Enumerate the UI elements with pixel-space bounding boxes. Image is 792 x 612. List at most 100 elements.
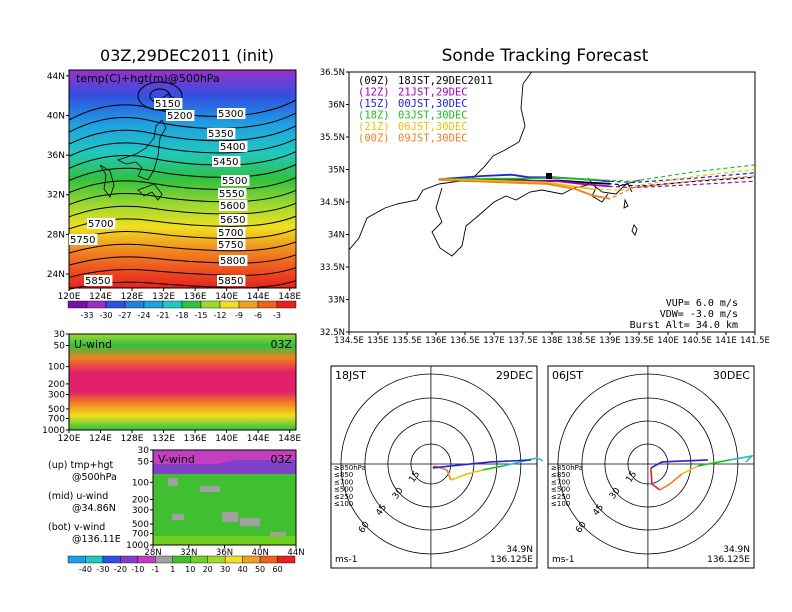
map-500hpa-title: temp(C)+hgt(m)@500hPa — [76, 72, 220, 85]
colorbar-label: -9 — [235, 311, 243, 320]
colorbar-swatch — [172, 555, 191, 564]
colorbar-label: -20 — [114, 565, 127, 574]
v-wind-grey-patches — [168, 478, 286, 540]
hodograph-trace — [729, 454, 755, 463]
y-tick-label: 50 — [138, 457, 150, 467]
level-legend-item: ≤700 — [334, 478, 353, 486]
colorbar-label: -24 — [137, 311, 150, 320]
init-title: 03Z,29DEC2011 (init) — [100, 46, 274, 65]
y-tick-label: 700 — [48, 414, 65, 424]
track-legend: (09Z) 18JST,29DEC2011 (12Z) 21JST,29DEC (15Z… — [358, 75, 493, 145]
level-legend-item: ≤100 — [334, 500, 353, 508]
side-notes: (up) tmp+hgt@500hPa (mid) u-wind@34.86N (b… — [48, 460, 121, 545]
colorbar-label: -18 — [175, 311, 188, 320]
tracking-map-axes: 134.5E 135E 135.5E 136E 136.5E 137E 137.5E 138E… — [320, 68, 770, 346]
colorbar-label: -30 — [96, 565, 109, 574]
contour-label-bg — [87, 218, 116, 229]
hodograph-left-label: 18JST — [335, 369, 366, 382]
legend-code: (21Z) — [358, 121, 390, 133]
hodograph-trace — [432, 459, 531, 469]
x-tick-label: 40N — [252, 548, 269, 558]
x-tick-label: 140E — [657, 336, 679, 346]
side-note-line1: (bot) v-wind — [48, 522, 105, 533]
colorbar-swatch — [238, 300, 259, 309]
colorbar-label: -15 — [194, 311, 207, 320]
height-contour-line — [68, 228, 297, 242]
y-tick-label: 100 — [48, 363, 65, 373]
legend-label: 21JST,29DEC — [398, 87, 468, 99]
temp-field — [69, 70, 296, 288]
hodograph-unit: ms-1 — [552, 555, 574, 565]
x-tick-label: 137E — [483, 336, 505, 346]
contour-label: 5450 — [213, 157, 238, 168]
y-tick-label: 33.5N — [320, 263, 345, 273]
x-tick-label: 136.5E — [450, 336, 480, 346]
colorbar-label: -12 — [213, 311, 226, 320]
colorbar-label: -3 — [273, 311, 281, 320]
y-tick-label: 30 — [138, 446, 150, 456]
contour-label: 5700 — [218, 228, 243, 239]
y-tick-label: 200 — [132, 495, 149, 505]
contour-label-bg — [84, 275, 113, 286]
colorbar-swatch — [242, 555, 261, 564]
colorbar-label: -1 — [151, 565, 159, 574]
y-tick-label: 500 — [132, 520, 149, 530]
x-tick-label: 128E — [121, 292, 144, 302]
height-contour-line — [68, 176, 297, 194]
contour-label-bg — [217, 227, 246, 238]
colorbar-swatch — [102, 555, 121, 564]
x-tick-label: 138.5E — [566, 336, 596, 346]
temp-colorbar: -33 -30 -27 -24 -21 -18 -15 -12 -9 -6 -3 — [67, 300, 297, 320]
colorbar-swatch — [181, 300, 202, 309]
contour-label-bg — [219, 141, 248, 152]
height-contour-line — [68, 189, 297, 206]
colorbar-label: -10 — [131, 565, 144, 574]
colorbar-label: 50 — [255, 565, 265, 574]
v-wind-label: V-wind — [158, 453, 195, 466]
colorbar-swatch — [143, 300, 164, 309]
level-legend-item: ≤250 — [334, 493, 353, 501]
y-tick-label: 35.5N — [320, 133, 345, 143]
colorbar-label: 20 — [203, 565, 213, 574]
track-line-dashed — [598, 164, 755, 182]
hodograph-trace — [697, 459, 731, 467]
y-tick-label: 36N — [328, 101, 345, 111]
contour-label: 5750 — [218, 240, 243, 251]
x-tick-label: 44N — [287, 548, 304, 558]
level-legend-item: ≤100 — [551, 500, 570, 508]
hodograph-trace — [650, 467, 661, 491]
contour-label-bg — [219, 255, 248, 266]
x-tick-label: 144E — [247, 434, 270, 444]
contour-label-bg — [219, 200, 248, 211]
hodograph-lat: 34.9N — [506, 545, 533, 555]
colorbar-swatch — [219, 300, 240, 309]
height-contour-line — [68, 202, 297, 218]
y-tick-label: 500 — [48, 405, 65, 415]
y-tick-label: 1000 — [42, 426, 65, 436]
map-500hpa-frame — [68, 69, 297, 289]
height-contour-line — [68, 112, 297, 133]
hodograph-unit: ms-1 — [335, 555, 357, 565]
level-legend-item: ≤250 — [551, 493, 570, 501]
track-lines — [438, 164, 755, 200]
legend-code: (09Z) — [358, 75, 390, 87]
contour-label: 5550 — [219, 189, 244, 200]
colorbar-swatch — [86, 300, 107, 309]
hodograph-trace — [681, 465, 699, 475]
hodograph-left-label: 06JST — [552, 369, 583, 382]
colorbar-swatch — [200, 300, 221, 309]
x-tick-label: 140E — [215, 434, 238, 444]
hodograph-lon: 136.125E — [490, 555, 533, 565]
colorbar-label: -27 — [118, 311, 131, 320]
y-tick-label: 40N — [47, 111, 65, 121]
x-tick-label: 132E — [152, 292, 175, 302]
legend-code: (00Z) — [358, 133, 390, 145]
contour-label: 5500 — [222, 176, 247, 187]
contour-label: 5150 — [155, 99, 180, 110]
tracking-map-frame — [348, 71, 756, 333]
colorbar-label: -33 — [80, 311, 93, 320]
x-tick-label: 128E — [121, 434, 144, 444]
colorbar-swatch — [67, 555, 86, 564]
